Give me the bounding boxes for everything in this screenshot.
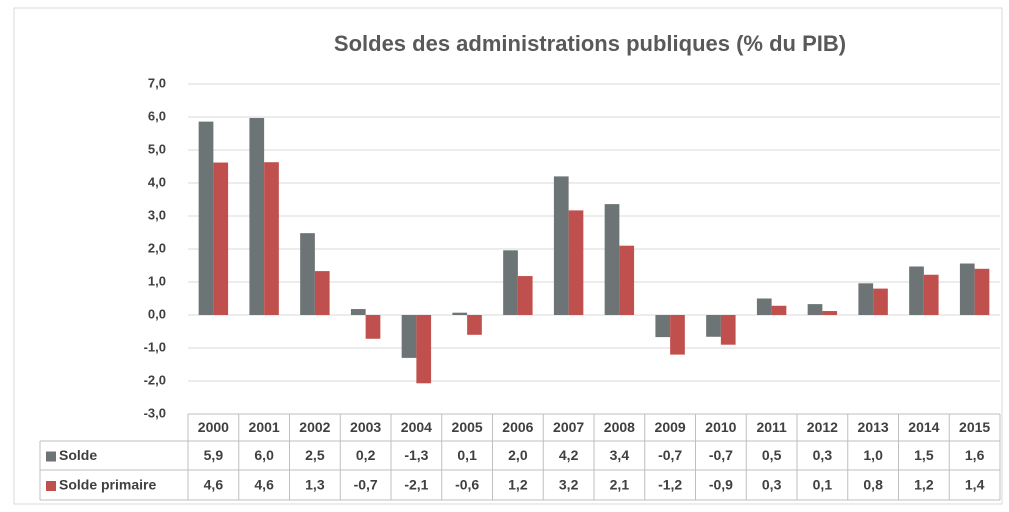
x-tick-label: 2000 [198, 419, 229, 435]
x-tick-label: 2002 [299, 419, 330, 435]
data-label: 4,6 [204, 477, 224, 493]
data-label: 0,1 [813, 477, 833, 493]
x-tick-label: 2007 [553, 419, 584, 435]
x-tick-label: 2009 [655, 419, 686, 435]
x-tick-label: 2005 [452, 419, 483, 435]
bar [771, 305, 787, 315]
data-label: 1,5 [914, 447, 934, 463]
x-tick-label: 2013 [858, 419, 889, 435]
data-label: -1,2 [658, 477, 682, 493]
legend-swatch [46, 481, 56, 491]
bar [314, 271, 330, 315]
bar [198, 121, 214, 316]
bar [974, 268, 990, 315]
data-label: -0,7 [354, 477, 378, 493]
bar [873, 288, 888, 315]
data-label: -0,9 [709, 477, 733, 493]
data-label: 3,2 [559, 477, 579, 493]
bar [706, 315, 721, 337]
bar [517, 276, 533, 315]
data-label: 0,1 [457, 447, 477, 463]
bar [909, 266, 924, 315]
x-tick-label: 2014 [908, 419, 939, 435]
data-label: 2,1 [610, 477, 630, 493]
data-label: 1,3 [305, 477, 325, 493]
y-tick-label: 6,0 [148, 108, 166, 123]
y-tick-label: -2,0 [144, 372, 166, 387]
x-tick-label: 2004 [401, 419, 432, 435]
data-label: 5,9 [204, 447, 224, 463]
bar [923, 274, 939, 315]
bar [655, 315, 671, 338]
data-label: -0,7 [658, 447, 682, 463]
bar [264, 162, 279, 315]
bar [756, 298, 772, 315]
data-label: 0,2 [356, 447, 376, 463]
data-label: 2,5 [305, 447, 325, 463]
legend-label: Solde primaire [59, 477, 156, 493]
bar [350, 309, 366, 315]
x-tick-label: 2011 [756, 419, 787, 435]
data-label: 0,3 [813, 447, 833, 463]
data-label: 1,0 [863, 447, 883, 463]
y-tick-label: 1,0 [148, 273, 166, 288]
x-tick-label: 2008 [604, 419, 635, 435]
data-label: 1,2 [914, 477, 934, 493]
data-label: 2,0 [508, 447, 528, 463]
y-tick-label: 3,0 [148, 207, 166, 222]
data-label: 1,6 [965, 447, 985, 463]
y-tick-label: -3,0 [144, 405, 166, 420]
bar [670, 315, 685, 355]
chart-title: Soldes des administrations publiques (% … [334, 31, 846, 56]
bar [619, 245, 635, 315]
bar [300, 233, 315, 315]
bar [401, 315, 417, 358]
bar [807, 304, 823, 315]
data-label: -2,1 [404, 477, 428, 493]
data-label: 4,2 [559, 447, 579, 463]
bar [604, 204, 620, 315]
y-tick-label: -1,0 [144, 339, 166, 354]
y-tick-label: 5,0 [148, 141, 166, 156]
data-label: 1,4 [965, 477, 985, 493]
bar [452, 312, 468, 315]
data-label: 0,5 [762, 447, 782, 463]
data-label: 6,0 [254, 447, 274, 463]
legend-label: Solde [59, 447, 97, 463]
y-tick-label: 7,0 [148, 75, 166, 90]
data-label: 4,6 [254, 477, 274, 493]
bar [553, 176, 569, 315]
x-tick-label: 2015 [959, 419, 990, 435]
bar [467, 315, 482, 335]
bar [720, 315, 736, 345]
x-tick-label: 2006 [502, 419, 533, 435]
y-tick-label: 2,0 [148, 240, 166, 255]
data-label: 0,8 [863, 477, 883, 493]
data-label: -0,7 [709, 447, 733, 463]
bar [568, 210, 584, 315]
data-label: 0,3 [762, 477, 782, 493]
bar [503, 250, 518, 315]
bar [365, 315, 381, 339]
legend-swatch [46, 451, 56, 462]
data-label: 1,2 [508, 477, 528, 493]
bar [416, 315, 432, 384]
x-tick-label: 2001 [249, 419, 280, 435]
bar [959, 263, 975, 315]
x-tick-label: 2003 [350, 419, 381, 435]
data-label: 3,4 [610, 447, 630, 463]
chart-border [13, 7, 1003, 505]
x-tick-label: 2012 [807, 419, 838, 435]
x-tick-label: 2010 [705, 419, 736, 435]
bar [249, 117, 265, 316]
data-label: -0,6 [455, 477, 479, 493]
bar [858, 283, 874, 315]
data-label: -1,3 [404, 447, 428, 463]
bar [213, 162, 229, 315]
bar [822, 311, 838, 315]
y-tick-label: 0,0 [148, 306, 166, 321]
y-tick-label: 4,0 [148, 174, 166, 189]
